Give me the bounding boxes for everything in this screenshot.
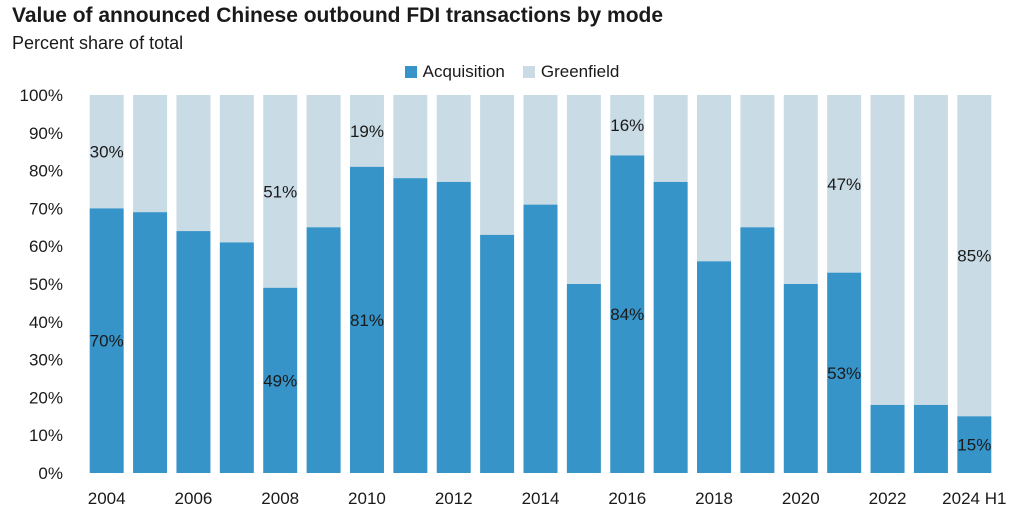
bar-greenfield: [740, 95, 775, 228]
chart-title: Value of announced Chinese outbound FDI …: [12, 4, 664, 27]
data-label-acquisition: 84%: [610, 305, 644, 324]
bar-greenfield: [219, 95, 254, 243]
bar-acquisition: [957, 416, 992, 473]
x-tick-label: 2024 H1: [942, 489, 1006, 508]
bar-acquisition: [740, 227, 775, 473]
bar-acquisition: [870, 404, 905, 473]
bar-acquisition: [133, 212, 168, 473]
y-tick-label: 10%: [29, 426, 63, 445]
y-tick-label: 0%: [38, 464, 63, 483]
bar-greenfield: [393, 95, 428, 179]
x-tick-label: 2004: [88, 489, 126, 508]
bar-acquisition: [306, 227, 341, 473]
bar-acquisition: [393, 178, 428, 473]
x-tick-label: 2020: [782, 489, 820, 508]
bar-acquisition: [219, 242, 254, 473]
legend-label-acquisition: Acquisition: [422, 62, 505, 81]
legend-swatch-greenfield: [522, 66, 535, 78]
x-tick-label: 2022: [869, 489, 907, 508]
x-tick-label: 2010: [348, 489, 386, 508]
y-tick-label: 90%: [29, 124, 63, 143]
x-tick-label: 2016: [608, 489, 646, 508]
bar-greenfield: [697, 95, 732, 262]
bar-acquisition: [827, 272, 862, 473]
y-tick-label: 20%: [29, 388, 63, 407]
bar-acquisition: [523, 204, 558, 473]
y-tick-label: 80%: [29, 162, 63, 181]
bar-acquisition: [697, 261, 732, 473]
data-label-acquisition: 81%: [350, 311, 384, 330]
bar-greenfield: [306, 95, 341, 228]
data-label-greenfield: 51%: [263, 182, 297, 201]
y-tick-label: 40%: [29, 313, 63, 332]
bar-greenfield: [133, 95, 168, 213]
x-tick-label: 2012: [435, 489, 473, 508]
data-label-greenfield: 47%: [827, 175, 861, 194]
bar-greenfield: [523, 95, 558, 205]
x-tick-label: 2014: [522, 489, 560, 508]
bar-greenfield: [89, 95, 124, 209]
y-tick-label: 100%: [20, 86, 63, 105]
y-tick-label: 50%: [29, 275, 63, 294]
bar-acquisition: [436, 181, 471, 473]
bar-acquisition: [783, 284, 818, 473]
bar-acquisition: [176, 231, 211, 473]
x-tick-label: 2008: [261, 489, 299, 508]
bar-greenfield: [653, 95, 688, 182]
legend-item-greenfield: Greenfield: [522, 62, 620, 82]
data-label-greenfield: 16%: [610, 116, 644, 135]
bar-greenfield: [436, 95, 471, 182]
bar-acquisition: [263, 287, 298, 473]
y-tick-label: 30%: [29, 351, 63, 370]
bar-greenfield: [957, 95, 992, 417]
x-tick-label: 2006: [175, 489, 213, 508]
data-label-greenfield: 30%: [90, 143, 124, 162]
data-label-greenfield: 19%: [350, 122, 384, 141]
bar-acquisition: [610, 155, 645, 474]
bar-greenfield: [176, 95, 211, 232]
legend-label-greenfield: Greenfield: [540, 62, 620, 81]
bar-acquisition: [653, 181, 688, 473]
bar-greenfield: [566, 95, 601, 284]
legend-swatch-acquisition: [404, 66, 417, 78]
legend: Acquisition Greenfield: [0, 62, 1024, 82]
bar-greenfield: [827, 95, 862, 273]
bar-greenfield: [263, 95, 298, 288]
data-label-acquisition: 53%: [827, 364, 861, 383]
chart-subtitle: Percent share of total: [12, 33, 184, 53]
y-tick-label: 60%: [29, 237, 63, 256]
data-label-acquisition: 70%: [90, 332, 124, 351]
y-tick-label: 70%: [29, 199, 63, 218]
data-label-acquisition: 49%: [263, 371, 297, 390]
bar-acquisition: [480, 234, 515, 473]
bar-greenfield: [913, 95, 948, 405]
bar-greenfield: [349, 95, 384, 167]
bar-acquisition: [913, 404, 948, 473]
bar-acquisition: [89, 208, 124, 473]
bar-greenfield: [870, 95, 905, 405]
data-label-acquisition: 15%: [957, 436, 991, 455]
bar-acquisition: [566, 284, 601, 473]
bar-greenfield: [480, 95, 515, 235]
bar-greenfield: [610, 95, 645, 156]
legend-item-acquisition: Acquisition: [404, 62, 505, 82]
bar-acquisition: [349, 166, 384, 473]
data-label-greenfield: 85%: [957, 247, 991, 266]
bar-greenfield: [783, 95, 818, 284]
x-tick-label: 2018: [695, 489, 733, 508]
